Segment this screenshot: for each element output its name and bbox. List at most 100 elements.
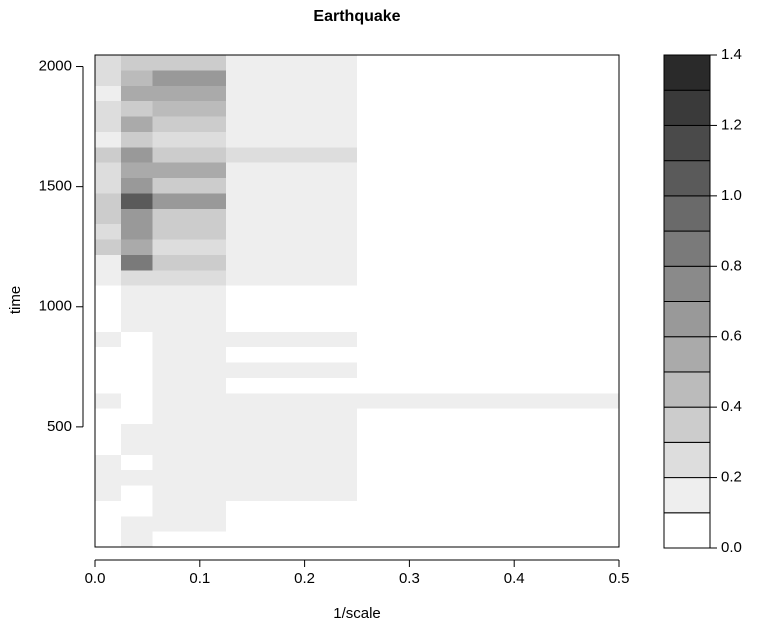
heat-cell: [95, 454, 122, 471]
x-tick-label: 0.4: [504, 570, 525, 587]
colorbar-tick-label: 1.0: [721, 187, 742, 204]
heat-cell: [357, 254, 619, 271]
colorbar-tick-label: 0.6: [721, 328, 742, 345]
heat-cell: [95, 193, 122, 209]
heat-cell: [357, 377, 619, 394]
heat-cell: [152, 531, 226, 547]
heat-cell: [95, 485, 122, 501]
heat-cell: [95, 254, 122, 271]
heat-cell: [357, 500, 619, 517]
heat-cell: [152, 424, 226, 440]
heat-cell: [226, 408, 357, 424]
heat-cell: [95, 101, 122, 117]
colorbar-box: [663, 160, 711, 197]
heat-cell: [152, 439, 226, 455]
heat-cell: [121, 424, 153, 440]
heat-cell: [226, 301, 357, 317]
heat-cell: [121, 224, 153, 240]
heat-cell: [152, 470, 226, 486]
heat-cell: [95, 470, 122, 486]
heat-cell: [95, 424, 122, 440]
heat-cell: [152, 408, 226, 424]
heat-cell: [95, 439, 122, 455]
heat-cell: [226, 331, 357, 348]
heat-cell: [121, 362, 153, 378]
y-tick-label: 2000: [39, 58, 72, 75]
colorbar-box: [663, 336, 711, 373]
heat-cell: [121, 516, 153, 532]
heat-cell: [152, 162, 226, 178]
heat-cell: [357, 224, 619, 240]
heat-cell: [121, 439, 153, 455]
heat-cell: [95, 347, 122, 363]
x-tick-label: 0.3: [399, 570, 420, 587]
x-tick-label: 0.0: [85, 570, 106, 587]
colorbar-box: [663, 512, 711, 549]
heat-cell: [95, 70, 122, 86]
heat-cell: [226, 531, 357, 547]
heat-cell: [152, 239, 226, 255]
heat-cell: [95, 393, 122, 409]
heat-cell: [121, 178, 153, 194]
heat-cell: [121, 131, 153, 148]
heat-cell: [226, 470, 357, 486]
heat-cell: [226, 270, 357, 286]
heat-cell: [226, 55, 357, 71]
heat-cell: [95, 85, 122, 102]
heat-cell: [121, 454, 153, 471]
heat-cell: [226, 377, 357, 394]
heat-cell: [152, 254, 226, 271]
heat-cell: [226, 454, 357, 471]
heat-cell: [152, 85, 226, 102]
heat-cell: [121, 531, 153, 547]
heat-cell: [226, 485, 357, 501]
heat-cell: [95, 500, 122, 517]
heat-cell: [95, 162, 122, 178]
heat-cell: [152, 516, 226, 532]
heat-cell: [357, 485, 619, 501]
heat-cell: [95, 301, 122, 317]
heat-cell: [152, 454, 226, 471]
heat-cell: [226, 285, 357, 301]
heat-cell: [152, 485, 226, 501]
y-axis-label: time: [7, 286, 24, 314]
colorbar-tick-label: 0.0: [721, 539, 742, 556]
heat-cell: [357, 101, 619, 117]
heat-cell: [152, 316, 226, 332]
heat-cell: [152, 347, 226, 363]
colorbar-box: [663, 406, 711, 443]
heat-cell: [121, 393, 153, 409]
heat-cell: [95, 285, 122, 301]
heat-cell: [226, 347, 357, 363]
colorbar-box: [663, 124, 711, 162]
heat-cell: [152, 147, 226, 163]
heat-cell: [152, 270, 226, 286]
heat-cell: [152, 178, 226, 194]
heat-cell: [226, 239, 357, 255]
x-axis-label: 1/scale: [333, 605, 381, 622]
heat-cell: [95, 224, 122, 240]
heat-cell: [121, 377, 153, 394]
heat-cell: [226, 208, 357, 225]
heat-cell: [121, 470, 153, 486]
heat-cell: [357, 178, 619, 194]
heat-cell: [357, 439, 619, 455]
heat-cell: [226, 85, 357, 102]
heat-cell: [121, 408, 153, 424]
heat-cell: [95, 55, 122, 71]
heat-cell: [121, 85, 153, 102]
heat-cell: [121, 70, 153, 86]
chart-title: Earthquake: [313, 8, 400, 25]
x-tick-label: 0.1: [189, 570, 210, 587]
heat-cell: [357, 162, 619, 178]
heat-cell: [226, 116, 357, 132]
heat-cell: [226, 424, 357, 440]
heat-cell: [95, 239, 122, 255]
heat-cell: [121, 116, 153, 132]
heat-cell: [121, 239, 153, 255]
heat-cell: [152, 55, 226, 71]
heat-cell: [95, 316, 122, 332]
heat-cell: [357, 270, 619, 286]
heat-cell: [357, 301, 619, 317]
